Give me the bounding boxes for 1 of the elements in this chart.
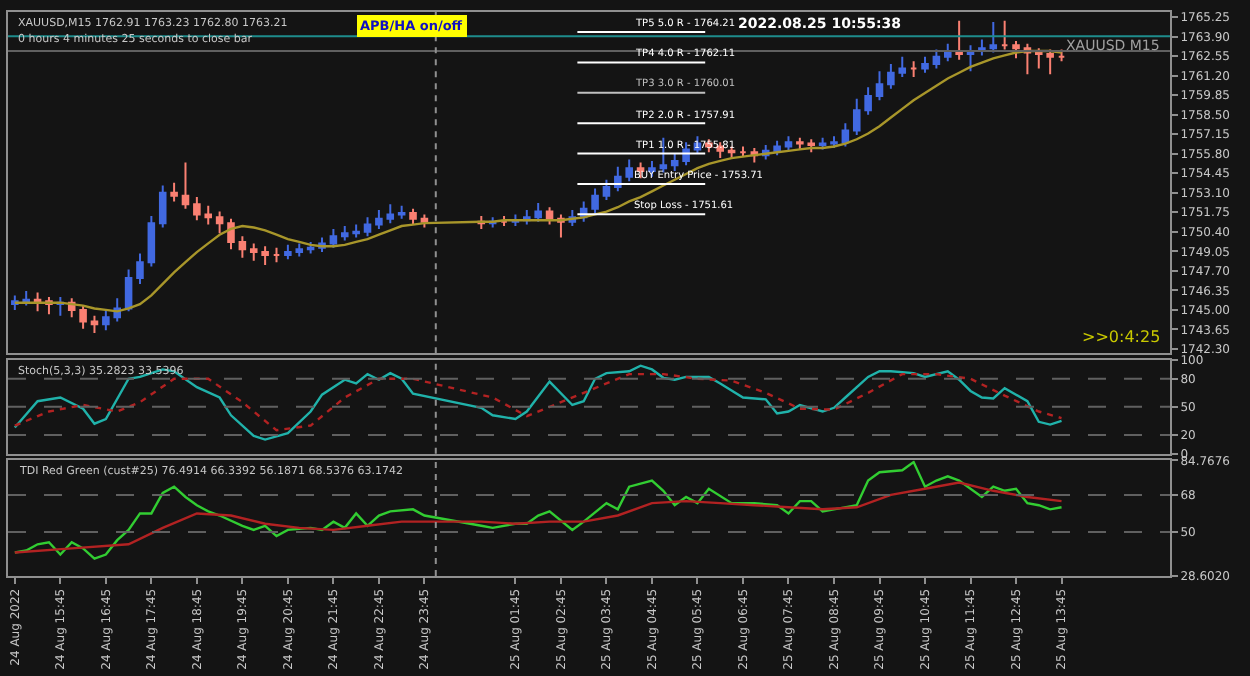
annotation: >>0:4:25 (1082, 328, 1161, 346)
